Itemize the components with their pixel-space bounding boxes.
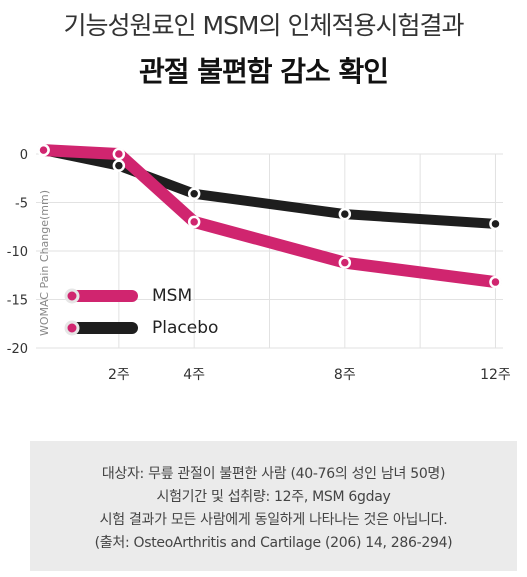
note-line-disclaimer: 시험 결과가 모든 사람에게 동일하게 나타나는 것은 아닙니다. (99, 512, 448, 528)
data-point-msm (187, 215, 201, 229)
data-point-msm (37, 143, 50, 157)
legend-marker-placebo (64, 320, 80, 336)
data-point-placebo (112, 159, 126, 172)
y-tick-label: -10 (7, 245, 28, 260)
note-line-subjects: 대상자: 무릎 관절이 불편한 사람 (40-76의 성인 남녀 50명) (101, 466, 446, 482)
data-point-msm (489, 275, 502, 289)
study-note-box: 대상자: 무릎 관절이 불편한 사람 (40-76의 성인 남녀 50명) 시험… (30, 441, 517, 571)
x-tick-label: 4주 (183, 367, 205, 383)
data-point-placebo (489, 217, 502, 231)
data-point-placebo (338, 207, 352, 221)
y-tick-label: -15 (7, 294, 28, 309)
x-tick-label: 2주 (108, 367, 130, 383)
data-point-msm (112, 147, 126, 161)
legend-marker-msm (64, 288, 80, 304)
y-tick-label: -20 (7, 342, 28, 357)
legend-label-placebo: Placebo (152, 318, 219, 338)
note-line-period: 시험기간 및 섭취량: 12주, MSM 6gday (156, 489, 391, 505)
title-line2: 관절 불편함 감소 확인 (138, 55, 389, 88)
y-axis-label: WOMAC Pain Change(mm) (38, 189, 51, 337)
note-line-source: (출처: OsteoArthritis and Cartilage (206) … (94, 535, 453, 551)
legend-label-msm: MSM (152, 286, 193, 306)
x-tick-label: 12주 (480, 367, 511, 383)
data-point-msm (338, 256, 352, 269)
line-chart: 0 -5 -10 -15 -20 2주 4주 8주 12주 (7, 143, 511, 383)
data-point-placebo (187, 187, 201, 201)
y-tick-label: 0 (20, 148, 28, 163)
y-tick-label: -5 (15, 197, 28, 212)
x-tick-label: 8주 (334, 367, 356, 383)
title-line1: 기능성원료인 MSM의 인체적용시험결과 (63, 11, 465, 40)
